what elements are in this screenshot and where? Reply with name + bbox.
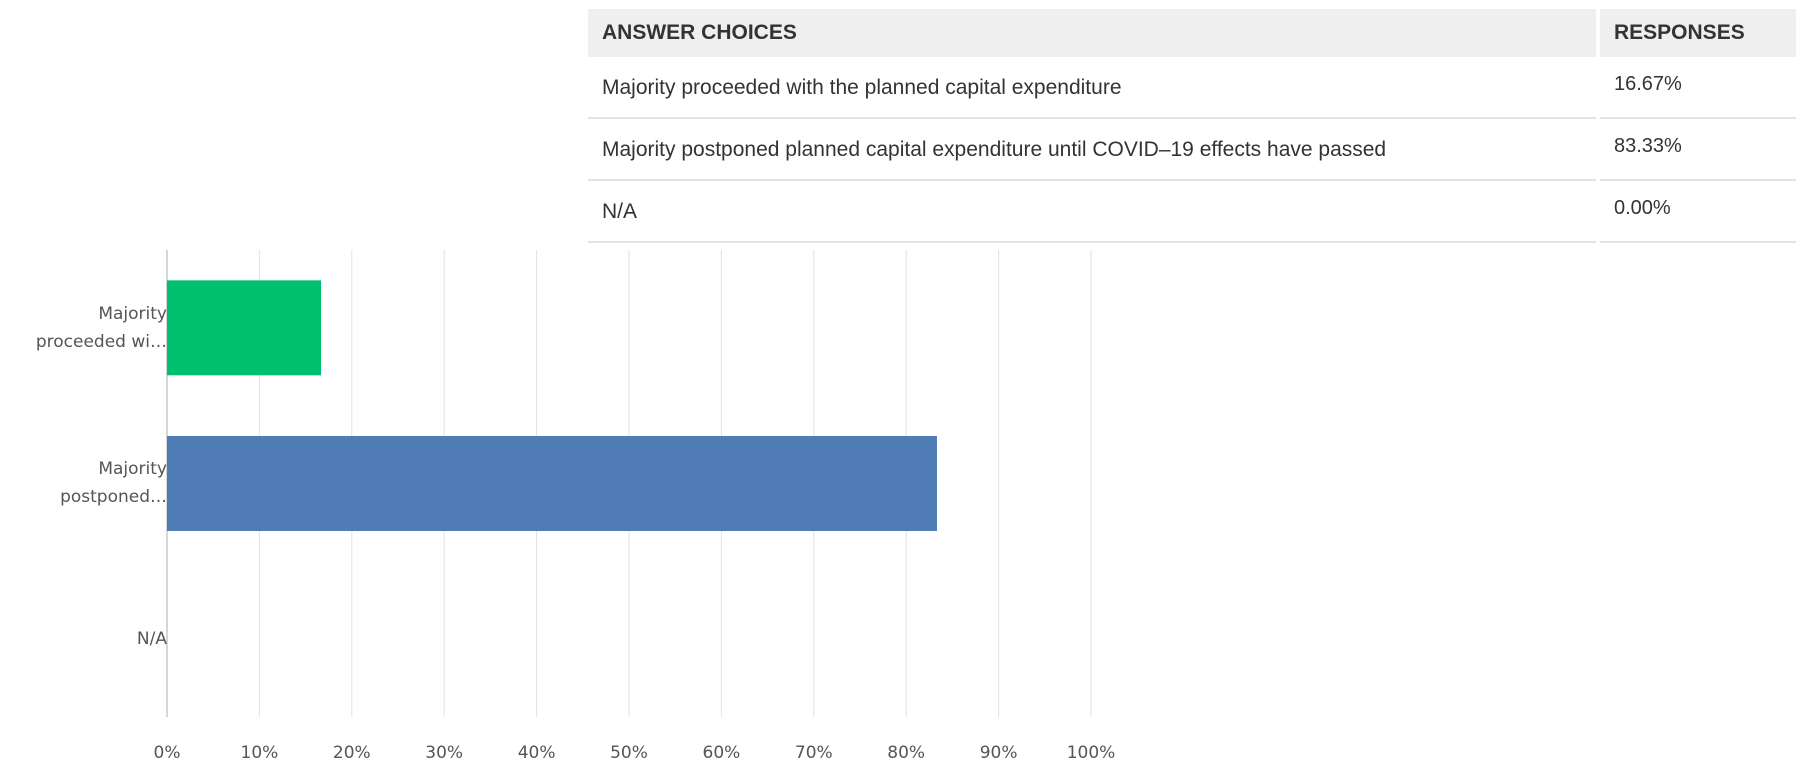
answer-cell: Majority postponed planned capital expen… — [588, 118, 1600, 181]
answer-cell: Majority proceeded with the planned capi… — [588, 57, 1600, 119]
x-tick-label: 50% — [610, 743, 648, 761]
x-tick-label: 30% — [425, 743, 463, 761]
x-tick-label: 0% — [154, 743, 181, 761]
x-tick-label: 10% — [241, 743, 279, 761]
table-header: ANSWER CHOICES RESPONSES — [588, 9, 1798, 57]
y-tick-label: N/A — [136, 629, 167, 650]
table-row: N/A 0.00% — [588, 180, 1798, 243]
header-cell: RESPONSES — [1598, 9, 1798, 57]
x-tick-label: 100% — [1067, 743, 1116, 761]
bar — [167, 436, 937, 531]
response-cell: 16.67% — [1598, 57, 1798, 119]
x-tick-label: 80% — [887, 743, 925, 761]
x-tick-label: 60% — [703, 743, 741, 761]
y-tick-label: Majority proceeded wi… — [35, 303, 167, 352]
y-tick-label: Majority postponed… — [60, 459, 167, 508]
table-row: Majority postponed planned capital expen… — [588, 118, 1798, 181]
x-tick-label: 90% — [980, 743, 1018, 761]
response-cell: 83.33% — [1598, 118, 1798, 181]
x-tick-label: 40% — [518, 743, 556, 761]
header-cell: ANSWER CHOICES — [588, 9, 1600, 57]
x-tick-label: 70% — [795, 743, 833, 761]
answer-cell: N/A — [588, 180, 1600, 243]
table-row: Majority proceeded with the planned capi… — [588, 57, 1798, 119]
results-table: ANSWER CHOICES RESPONSES Majority procee… — [588, 9, 1798, 243]
x-tick-label: 20% — [333, 743, 371, 761]
bar — [167, 280, 322, 376]
response-cell: 0.00% — [1598, 180, 1798, 243]
